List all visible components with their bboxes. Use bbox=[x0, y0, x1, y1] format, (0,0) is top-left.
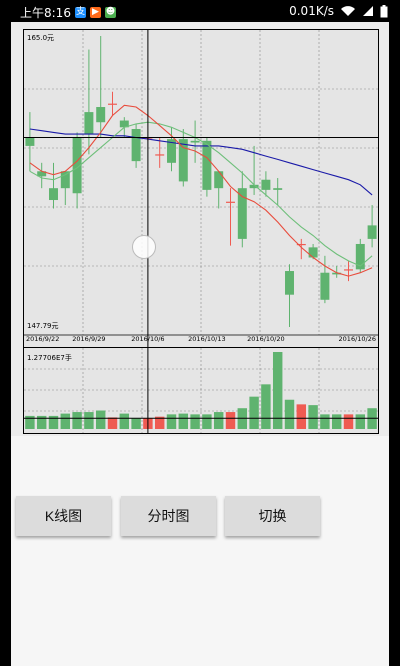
kline-grid bbox=[24, 30, 378, 336]
volume-bar bbox=[249, 396, 259, 429]
alipay-icon: 支 bbox=[74, 7, 86, 18]
volume-bar bbox=[308, 405, 318, 429]
date-tick-label: 2016/10/26 bbox=[339, 335, 376, 343]
volume-marks bbox=[24, 348, 378, 433]
volume-bar bbox=[131, 418, 141, 429]
date-tick-label: 2016/10/13 bbox=[188, 335, 225, 343]
volume-bar bbox=[107, 417, 118, 429]
volume-bar bbox=[355, 414, 366, 429]
volume-chart[interactable]: 1.27706E7手 bbox=[23, 347, 379, 434]
date-axis: 2016/9/22 2016/9/29 2016/10/6 2016/10/13 201… bbox=[26, 335, 376, 343]
volume-svg: 1.27706E7手 bbox=[24, 348, 378, 433]
candle-body bbox=[214, 171, 224, 189]
candle-body bbox=[37, 171, 47, 177]
touch-indicator bbox=[132, 235, 156, 259]
android-icon: ☻ bbox=[104, 7, 116, 18]
app-content: 165.0元 147.79元 2016/9/22 2016/9/29 2016/10… bbox=[11, 22, 389, 666]
volume-bar bbox=[320, 414, 330, 429]
ma-short-line bbox=[29, 104, 373, 277]
status-bar: 上午8:16 支 ▶ ☻ 0.01K/s bbox=[0, 0, 400, 22]
volume-bar bbox=[119, 413, 130, 429]
timeshare-button[interactable]: 分时图 bbox=[121, 496, 216, 536]
kline-marks bbox=[24, 30, 378, 361]
switch-button[interactable]: 切换 bbox=[225, 496, 320, 536]
volume-bar bbox=[225, 412, 236, 429]
volume-bar bbox=[331, 414, 342, 429]
candle-body bbox=[25, 137, 35, 146]
volume-bar bbox=[202, 414, 212, 429]
volume-bar bbox=[154, 416, 165, 429]
date-tick-label: 2016/10/20 bbox=[247, 335, 284, 343]
candle-body bbox=[96, 107, 106, 123]
kline-svg: 165.0元 147.79元 2016/9/22 2016/9/29 2016/10… bbox=[24, 30, 378, 361]
candle-body bbox=[344, 269, 353, 271]
candle-body bbox=[320, 272, 330, 300]
candle-body bbox=[131, 128, 141, 162]
volume-bar bbox=[166, 414, 177, 429]
volume-bar bbox=[60, 413, 71, 429]
volume-max-label: 1.27706E7手 bbox=[27, 353, 72, 362]
volume-bar bbox=[84, 412, 94, 429]
ma-long-line bbox=[29, 128, 373, 196]
volume-bar bbox=[261, 384, 271, 429]
volume-bar bbox=[72, 412, 82, 429]
net-speed: 0.01K/s bbox=[289, 4, 334, 18]
candle-body bbox=[119, 120, 129, 128]
candle-body bbox=[202, 140, 212, 190]
volume-bar bbox=[272, 352, 283, 429]
signal-icon bbox=[363, 6, 373, 16]
status-right: 0.01K/s bbox=[289, 4, 388, 18]
volume-bar bbox=[343, 414, 354, 429]
candle-body bbox=[155, 154, 165, 156]
volume-bar bbox=[190, 414, 200, 429]
candle-body bbox=[332, 272, 342, 275]
candle-body bbox=[49, 188, 58, 201]
date-tick-label: 2016/10/6 bbox=[131, 335, 164, 343]
volume-grid bbox=[24, 348, 378, 433]
candle-body bbox=[308, 247, 318, 258]
price-max-label: 165.0元 bbox=[27, 34, 54, 42]
battery-icon bbox=[380, 4, 388, 17]
candle-body bbox=[367, 225, 377, 239]
candle-body bbox=[237, 188, 247, 239]
status-left: 上午8:16 支 ▶ ☻ bbox=[20, 4, 116, 21]
candle-body bbox=[355, 243, 365, 270]
wifi-icon bbox=[341, 6, 355, 16]
volume-bar bbox=[36, 415, 47, 429]
candle-body bbox=[261, 179, 271, 190]
candle-body bbox=[167, 139, 176, 163]
kline-button[interactable]: K线图 bbox=[16, 496, 111, 536]
candle-body bbox=[108, 103, 117, 105]
candle-body bbox=[273, 188, 283, 190]
candle-body bbox=[249, 184, 259, 189]
volume-bar bbox=[296, 404, 307, 429]
volume-bar bbox=[48, 415, 59, 429]
price-min-label: 147.79元 bbox=[27, 322, 59, 330]
candle-body bbox=[72, 137, 82, 194]
kline-chart[interactable]: 165.0元 147.79元 2016/9/22 2016/9/29 2016/10… bbox=[23, 29, 379, 362]
date-tick-label: 2016/9/22 bbox=[26, 335, 59, 343]
chart-panel: 165.0元 147.79元 2016/9/22 2016/9/29 2016/10… bbox=[11, 22, 389, 436]
candle-body bbox=[226, 201, 235, 203]
date-tick-label: 2016/9/29 bbox=[72, 335, 105, 343]
candle-body bbox=[190, 140, 200, 143]
status-time: 上午8:16 bbox=[20, 6, 71, 20]
candle-body bbox=[60, 171, 70, 189]
candle-body bbox=[285, 271, 294, 295]
volume-bar bbox=[284, 399, 295, 429]
video-icon: ▶ bbox=[89, 7, 101, 18]
candle-body bbox=[84, 112, 94, 135]
ma-mid-line bbox=[29, 121, 373, 267]
candle-body bbox=[296, 243, 306, 246]
volume-bar bbox=[213, 412, 224, 429]
volume-bar bbox=[25, 415, 35, 429]
volume-bar bbox=[95, 410, 106, 429]
volume-bar bbox=[178, 413, 189, 429]
candle-body bbox=[178, 139, 188, 182]
